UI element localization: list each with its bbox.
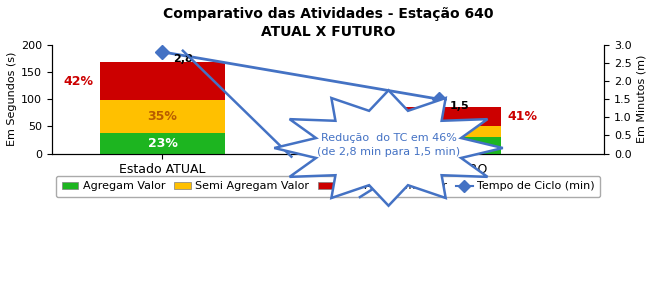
- Text: 35%: 35%: [424, 139, 454, 152]
- Bar: [377, 137, 501, 154]
- Text: 24%: 24%: [424, 125, 454, 138]
- Bar: [101, 100, 225, 133]
- Text: 35%: 35%: [148, 110, 178, 123]
- Text: 23%: 23%: [148, 137, 178, 150]
- Text: 2,8: 2,8: [174, 54, 193, 64]
- Bar: [101, 62, 225, 100]
- Text: 41%: 41%: [508, 110, 537, 123]
- Bar: [101, 133, 225, 154]
- Legend: Agregam Valor, Semi Agregam Valor, Não Agregam Valor, Tempo de Ciclo (min): Agregam Valor, Semi Agregam Valor, Não A…: [56, 176, 600, 197]
- Title: Comparativo das Atividades - Estação 640
ATUAL X FUTURO: Comparativo das Atividades - Estação 640…: [163, 7, 494, 39]
- Text: 1,5: 1,5: [450, 101, 470, 111]
- Text: 42%: 42%: [63, 75, 93, 88]
- Y-axis label: Em Segundos (s): Em Segundos (s): [7, 52, 17, 146]
- Text: Redução  do TC em 46%
(de 2,8 min para 1,5 min): Redução do TC em 46% (de 2,8 min para 1,…: [317, 133, 460, 157]
- Y-axis label: Em Minutos (m): Em Minutos (m): [636, 55, 646, 143]
- Bar: [377, 107, 501, 126]
- Bar: [377, 126, 501, 137]
